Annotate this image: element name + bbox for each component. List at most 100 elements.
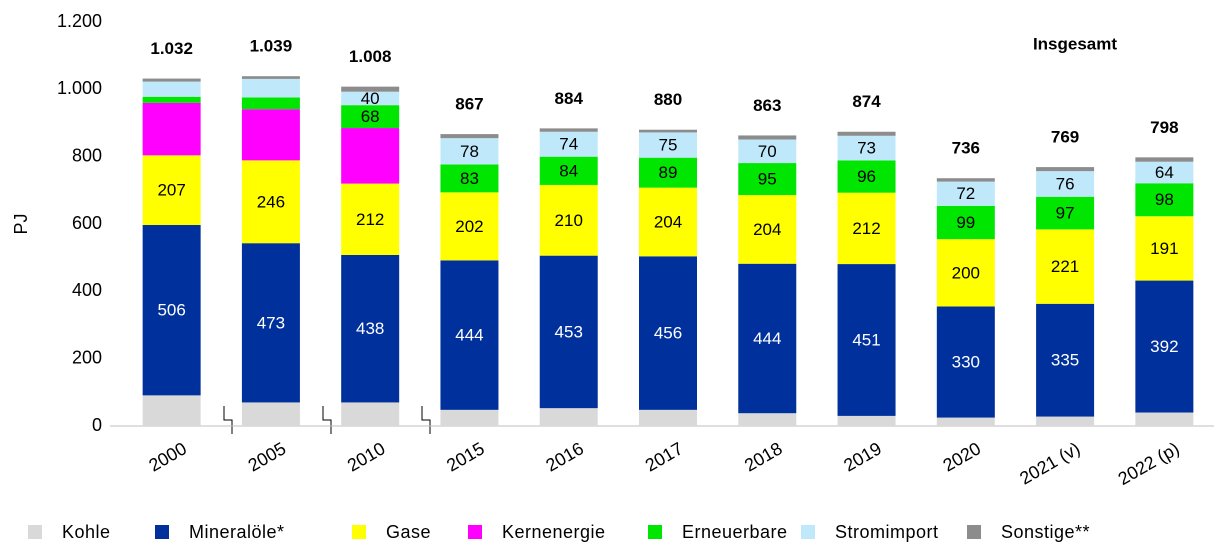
bar-segment (341, 105, 400, 129)
y-axis-label: PJ (11, 213, 31, 234)
bar-segment (539, 131, 598, 157)
total-label: 874 (852, 92, 881, 111)
legend-swatch (801, 525, 815, 539)
x-tick-label: 2005 (245, 438, 290, 475)
total-label: 880 (654, 90, 682, 109)
axis-breaks (223, 406, 431, 434)
data-label: 438 (356, 319, 384, 338)
data-label: 75 (659, 136, 678, 155)
data-label: 202 (455, 217, 483, 236)
bar-segment (936, 205, 995, 240)
data-label: 506 (157, 301, 185, 320)
bar-segment (738, 263, 797, 414)
bar-segment (341, 128, 400, 184)
total-label: 884 (555, 89, 584, 108)
bar-segment (142, 225, 201, 396)
x-tick-label: 2017 (642, 438, 687, 475)
bar-segment (837, 264, 896, 416)
x-tick-label: 2000 (145, 438, 190, 475)
bar-segment (142, 395, 201, 426)
bar-segment (241, 243, 300, 403)
bar-segment (142, 81, 201, 97)
data-label: 74 (559, 135, 578, 154)
legend-swatch (155, 525, 169, 539)
x-tick-label: 2018 (741, 438, 786, 475)
legend-swatch (28, 525, 42, 539)
bar-segment (837, 131, 896, 136)
bar-segment (936, 178, 995, 182)
bar-segment (639, 132, 697, 158)
data-label: 191 (1150, 239, 1178, 258)
bar-segment (1135, 280, 1194, 413)
total-label: 863 (753, 96, 781, 115)
bar-segment (936, 306, 995, 418)
total-label: 769 (1051, 128, 1079, 147)
bar-segment (440, 134, 499, 139)
bar-segment (837, 160, 896, 193)
total-label: 736 (952, 139, 980, 158)
bar-segment (1036, 229, 1095, 304)
bar-segment (936, 239, 995, 307)
bar-segment (539, 408, 598, 426)
data-label: 204 (753, 220, 781, 239)
bar-segment (1036, 196, 1095, 230)
bar-segment (738, 139, 797, 164)
x-tick-label: 2020 (940, 438, 985, 475)
y-tick-label: 1.000 (57, 78, 102, 98)
total-label: 1.039 (250, 37, 293, 56)
bar-segment (1135, 157, 1194, 162)
bar-segment (241, 97, 300, 110)
bar-segment (341, 402, 400, 426)
data-label: 72 (956, 184, 975, 203)
bar-segment (837, 135, 896, 161)
annotation: Insgesamt (1033, 34, 1117, 53)
bar-segment (837, 192, 896, 265)
total-label: 1.008 (349, 47, 392, 66)
data-label: 453 (555, 322, 583, 341)
data-label: 330 (952, 353, 980, 372)
bar-segment (837, 415, 896, 426)
legend-swatch (648, 525, 662, 539)
bar-segment (738, 413, 797, 426)
y-tick-label: 0 (92, 415, 102, 435)
x-tick-label: 2022 (p) (1115, 438, 1183, 489)
bar-segment (241, 402, 300, 426)
x-tick-label: 2021 (v) (1016, 438, 1083, 488)
bar-segment (241, 78, 300, 98)
legend-swatch (967, 525, 981, 539)
x-tick-label: 2010 (344, 438, 389, 475)
data-label: 221 (1051, 257, 1079, 276)
bar-segment (1135, 412, 1194, 426)
x-tick-label: 2016 (542, 438, 587, 475)
bar-segment (142, 155, 201, 226)
legend-swatch (468, 525, 482, 539)
data-label: 83 (460, 169, 479, 188)
data-label: 246 (257, 192, 285, 211)
data-label: 73 (857, 139, 876, 158)
bar-segment (1135, 161, 1194, 184)
data-label: 444 (455, 326, 483, 345)
bar-segment (639, 256, 697, 410)
data-label: 451 (852, 330, 880, 349)
bar-segment (440, 138, 499, 165)
legend-swatch (352, 525, 366, 539)
bar-segment (440, 409, 499, 426)
data-label: 68 (361, 107, 380, 126)
bar-segment (1135, 216, 1194, 281)
bar-segment (738, 195, 797, 264)
legend-label: Gase (386, 522, 431, 542)
y-tick-label: 400 (72, 280, 102, 300)
data-label: 456 (654, 324, 682, 343)
bar-segment (142, 96, 201, 103)
bar-segment (341, 183, 400, 255)
y-tick-label: 600 (72, 213, 102, 233)
bar-segment (1036, 303, 1095, 417)
bar-segment (440, 164, 499, 193)
data-label: 78 (460, 142, 479, 161)
bar-segment (440, 192, 499, 261)
bar-segment (341, 254, 400, 403)
data-label: 98 (1155, 190, 1174, 209)
y-tick-label: 200 (72, 347, 102, 367)
legend-label: Stromimport (835, 522, 939, 542)
